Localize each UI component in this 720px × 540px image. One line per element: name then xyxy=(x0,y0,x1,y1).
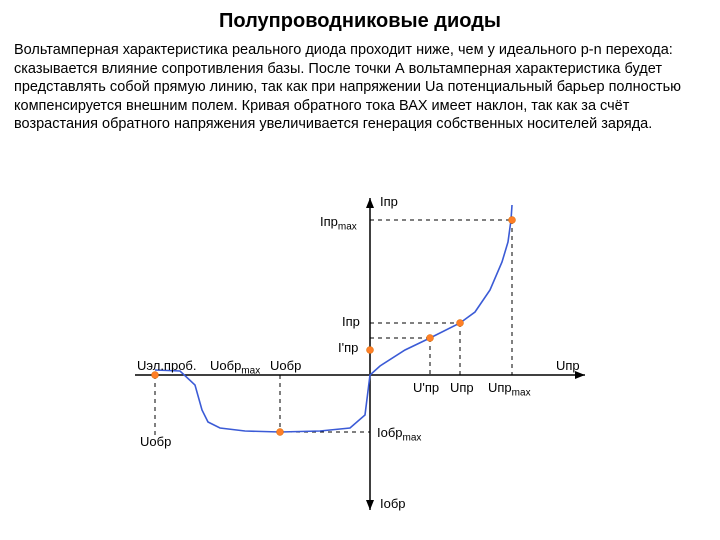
axis-label-unp: Uпр xyxy=(450,380,474,395)
axis-label-inp: Iпр xyxy=(342,314,360,329)
axis-label-x_right: Uпр xyxy=(556,358,580,373)
axis-label-uobr_max: Uобрmax xyxy=(210,358,260,377)
axis-label-u_prime_np: U'пр xyxy=(413,380,439,395)
iv-curve-chart: Iпр Iпрmax Iпр I'пр Uобр Uобрmax Uэл.проб. U'пр… xyxy=(130,190,590,520)
axis-label-uel_prob: Uэл.проб. xyxy=(137,358,197,373)
chart-svg xyxy=(130,190,590,520)
page-title: Полупроводниковые диоды xyxy=(0,0,720,33)
axis-label-uobr: Uобр xyxy=(270,358,301,373)
description-paragraph: Вольтамперная характеристика реального д… xyxy=(0,33,720,134)
axis-label-uobr_below: Uобр xyxy=(140,434,171,449)
axis-label-iobr_max: Iобрmax xyxy=(377,425,421,444)
axis-label-y_top: Iпр xyxy=(380,194,398,209)
axis-label-i_prime_np: I'пр xyxy=(338,340,358,355)
axis-label-y_bot: Iобр xyxy=(380,496,406,511)
axis-label-unp_max: Uпрmax xyxy=(488,380,531,399)
axis-label-inp_max: Iпрmax xyxy=(320,214,357,233)
